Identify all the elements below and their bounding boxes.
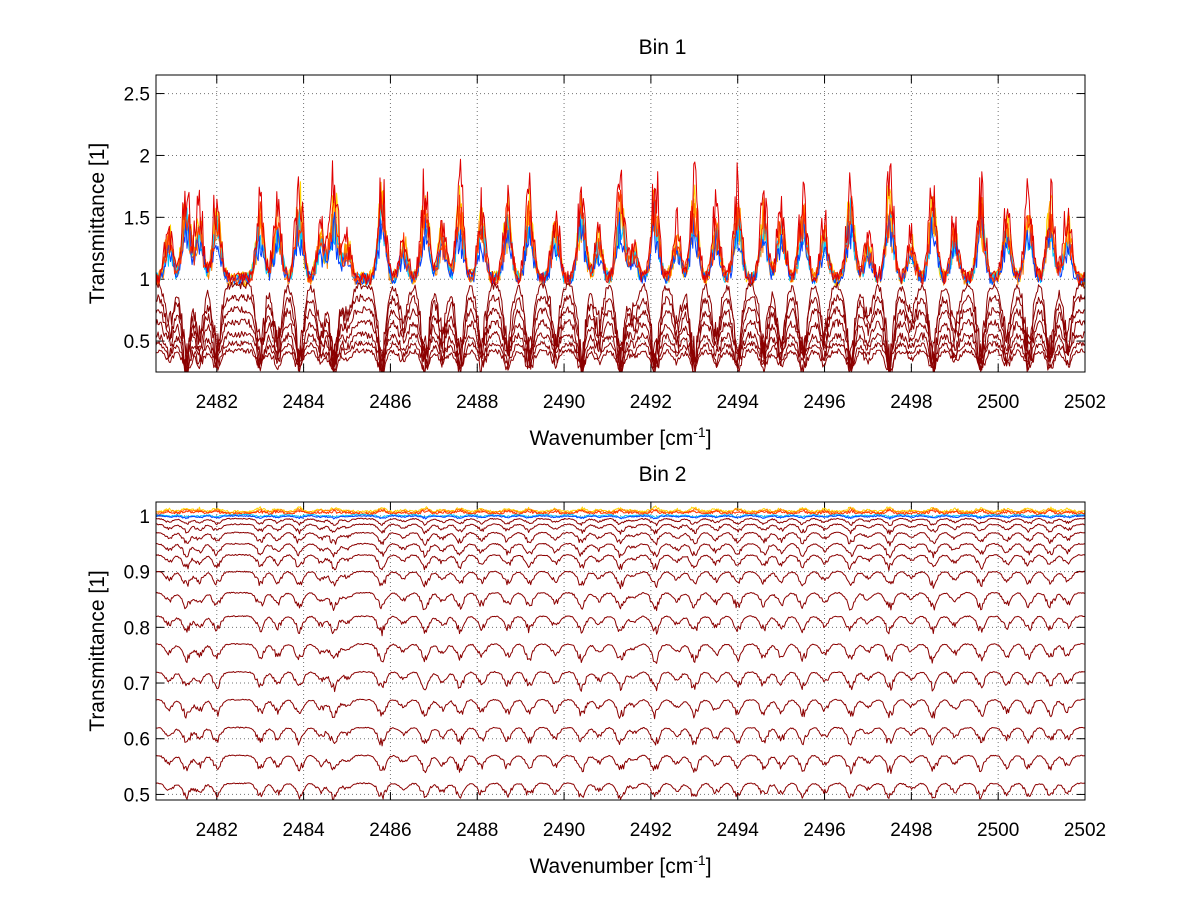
x-tick-label: 2486 (369, 820, 411, 841)
y-tick-label: 2 (139, 146, 150, 167)
x-axis-label: Wavenumber [cm-1] (529, 424, 711, 450)
x-tick-label: 2490 (543, 392, 585, 413)
series-line (156, 591, 1085, 612)
series-line (156, 531, 1085, 547)
x-tick-label: 2502 (1064, 392, 1106, 413)
x-tick-label: 2486 (369, 392, 411, 413)
y-axis-label: Transmittance [1] (86, 570, 109, 731)
x-tick-label: 2482 (196, 820, 238, 841)
series-line (156, 523, 1085, 535)
y-tick-label: 0.9 (124, 563, 150, 584)
series-line (156, 340, 1085, 372)
series-group (156, 505, 1085, 800)
x-tick-label: 2496 (803, 820, 845, 841)
series-line (156, 508, 1085, 516)
series-line (156, 570, 1085, 590)
x-tick-label: 2484 (282, 392, 325, 413)
x-tick-label: 2500 (977, 820, 1019, 841)
series-line (156, 330, 1085, 372)
x-tick-label: 2494 (717, 820, 760, 841)
y-axis-label: Transmittance [1] (86, 143, 109, 304)
bin-2-panel: 2482 2484 2486 2488 2490 2492 2494 2496 2498 2500… (86, 463, 1106, 878)
series-line (156, 726, 1085, 747)
x-tick-label: 2502 (1064, 820, 1106, 841)
series-line (156, 158, 1085, 286)
series-line (156, 670, 1085, 693)
series-line (156, 615, 1085, 637)
x-tick-label: 2492 (630, 820, 672, 841)
series-line (156, 643, 1085, 664)
axes-border (155, 74, 1086, 373)
x-axis-label: Wavenumber [cm-1] (529, 852, 711, 878)
axes-border (155, 501, 1086, 801)
y-tick-label: 2.5 (124, 85, 150, 106)
series-line (156, 542, 1085, 559)
bin-1-panel: 2482 2484 2486 2488 2490 2492 2494 2496 2498 2500… (86, 36, 1106, 450)
y-tick-label: 1.5 (124, 208, 150, 229)
x-tick-label: 2488 (456, 820, 498, 841)
y-tick-label: 1 (139, 270, 150, 291)
y-tick-label: 0.5 (124, 785, 150, 806)
series-line (156, 782, 1085, 800)
series-group (156, 158, 1085, 372)
y-tick-label: 1 (139, 507, 150, 528)
series-line (156, 189, 1085, 286)
chart-title: Bin 2 (639, 463, 687, 486)
series-line (156, 754, 1085, 775)
series-line (156, 553, 1085, 571)
y-tick-label: 0.8 (124, 618, 150, 639)
x-tick-label: 2498 (890, 820, 932, 841)
x-tick-label: 2498 (890, 392, 932, 413)
series-line (156, 513, 1085, 519)
y-tick-label: 0.6 (124, 730, 150, 751)
chart-title: Bin 1 (639, 36, 687, 59)
x-tick-label: 2496 (803, 392, 845, 413)
series-line (156, 281, 1085, 372)
x-tick-label: 2500 (977, 392, 1019, 413)
x-tick-label: 2482 (196, 392, 238, 413)
x-tick-label: 2488 (456, 392, 498, 413)
x-tick-label: 2492 (630, 392, 672, 413)
series-line (156, 698, 1085, 720)
x-tick-label: 2490 (543, 820, 585, 841)
series-line (156, 517, 1085, 527)
y-tick-label: 0.7 (124, 674, 150, 695)
y-tick-label: 0.5 (124, 332, 150, 353)
series-line (156, 514, 1085, 520)
x-tick-label: 2494 (717, 392, 760, 413)
plot-area (155, 501, 1086, 801)
x-tick-label: 2484 (282, 820, 325, 841)
